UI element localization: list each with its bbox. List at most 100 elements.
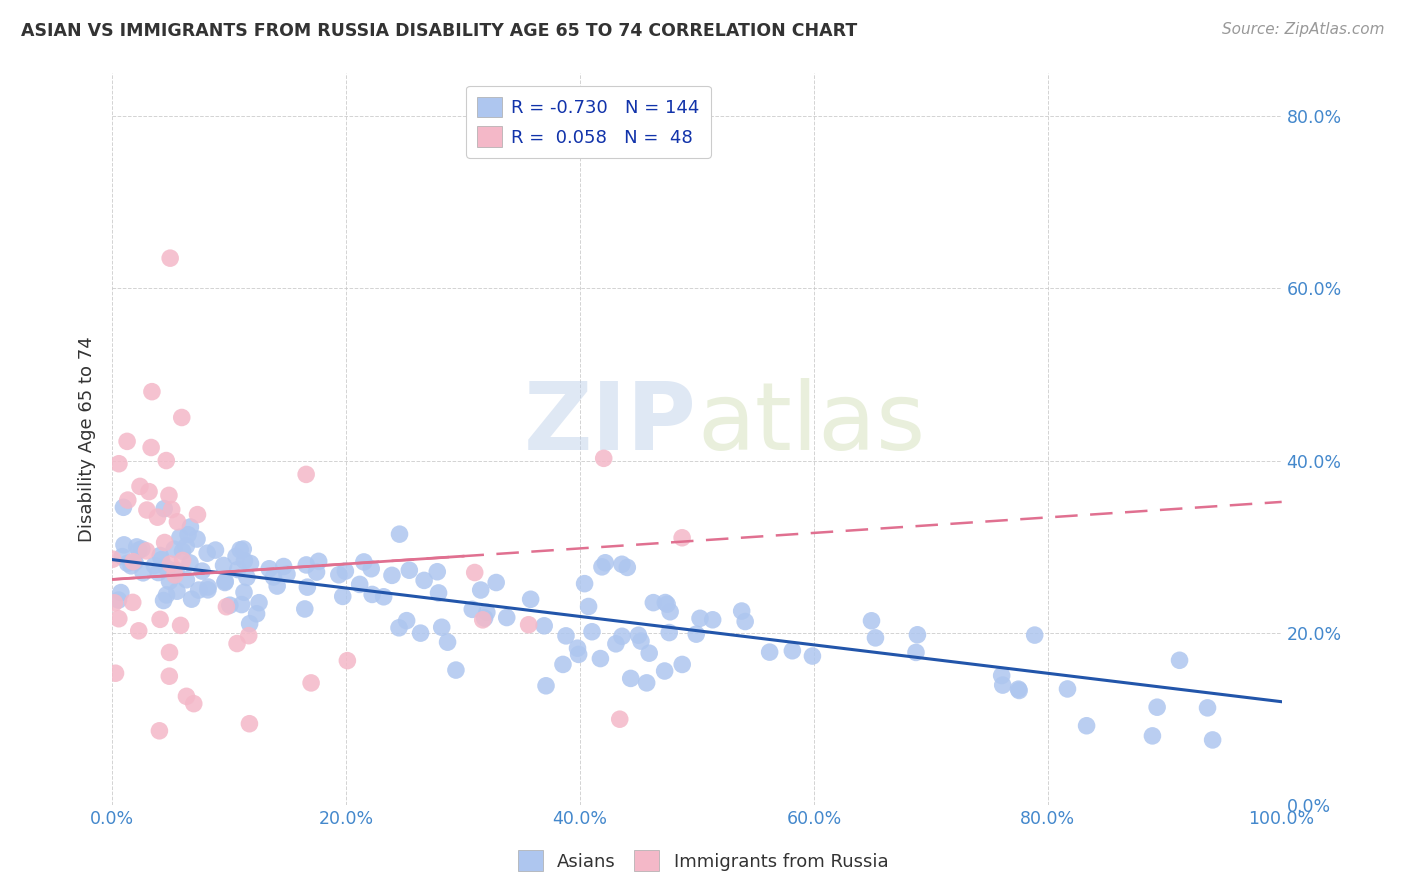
Point xyxy=(413,574,436,588)
Point xyxy=(131,541,153,556)
Point xyxy=(1201,733,1223,747)
Point xyxy=(266,579,288,593)
Point xyxy=(214,574,236,589)
Point xyxy=(654,664,676,678)
Point xyxy=(155,588,177,602)
Point xyxy=(427,586,450,600)
Point xyxy=(204,543,226,558)
Point xyxy=(146,510,169,524)
Point xyxy=(107,593,129,607)
Point xyxy=(551,657,574,672)
Point xyxy=(388,527,411,541)
Point xyxy=(238,629,260,643)
Point xyxy=(685,627,707,641)
Point xyxy=(860,614,883,628)
Point xyxy=(163,568,186,582)
Point xyxy=(157,488,180,502)
Point xyxy=(263,570,285,584)
Point xyxy=(159,557,181,571)
Point xyxy=(353,555,375,569)
Point xyxy=(474,611,496,625)
Point xyxy=(135,503,157,517)
Point xyxy=(160,502,183,516)
Point xyxy=(1024,628,1046,642)
Point xyxy=(654,596,676,610)
Point xyxy=(138,484,160,499)
Point xyxy=(475,605,498,619)
Point xyxy=(485,575,508,590)
Point xyxy=(643,596,665,610)
Point xyxy=(186,532,208,546)
Point xyxy=(430,620,453,634)
Point xyxy=(103,596,125,610)
Point xyxy=(630,634,652,648)
Point xyxy=(299,676,322,690)
Point xyxy=(159,645,181,659)
Point xyxy=(361,587,384,601)
Point xyxy=(388,621,411,635)
Point xyxy=(159,251,181,265)
Point xyxy=(141,384,163,399)
Point xyxy=(1076,719,1098,733)
Point xyxy=(801,648,824,663)
Point xyxy=(305,565,328,579)
Point xyxy=(335,564,357,578)
Point xyxy=(233,585,256,599)
Point xyxy=(176,573,198,587)
Point xyxy=(659,605,682,619)
Point xyxy=(163,542,186,557)
Point xyxy=(555,629,578,643)
Point xyxy=(179,556,201,570)
Point xyxy=(1007,682,1029,697)
Point xyxy=(591,559,613,574)
Point xyxy=(245,607,267,621)
Point xyxy=(610,629,633,643)
Point xyxy=(470,582,492,597)
Point xyxy=(519,592,541,607)
Point xyxy=(247,596,270,610)
Point xyxy=(150,552,173,566)
Point xyxy=(294,602,316,616)
Point xyxy=(124,555,146,569)
Point xyxy=(782,644,804,658)
Point xyxy=(627,628,650,642)
Point xyxy=(332,590,354,604)
Point xyxy=(865,631,887,645)
Point xyxy=(179,520,201,534)
Point xyxy=(568,648,591,662)
Point xyxy=(232,542,254,557)
Point xyxy=(112,538,135,552)
Point xyxy=(132,566,155,580)
Point xyxy=(149,549,172,563)
Point xyxy=(238,716,260,731)
Point xyxy=(461,602,484,616)
Point xyxy=(991,678,1014,692)
Point xyxy=(117,493,139,508)
Point xyxy=(110,585,132,599)
Point xyxy=(295,558,318,572)
Point xyxy=(336,654,359,668)
Point xyxy=(620,672,643,686)
Point xyxy=(108,612,131,626)
Point xyxy=(616,560,638,574)
Point xyxy=(186,508,208,522)
Point xyxy=(609,712,631,726)
Text: ASIAN VS IMMIGRANTS FROM RUSSIA DISABILITY AGE 65 TO 74 CORRELATION CHART: ASIAN VS IMMIGRANTS FROM RUSSIA DISABILI… xyxy=(21,22,858,40)
Point xyxy=(636,676,658,690)
Point xyxy=(125,540,148,554)
Point xyxy=(229,542,252,557)
Point xyxy=(111,549,134,564)
Point xyxy=(101,552,124,566)
Point xyxy=(233,554,256,568)
Point xyxy=(239,557,262,571)
Point xyxy=(373,590,395,604)
Point xyxy=(990,668,1012,682)
Point xyxy=(533,619,555,633)
Point xyxy=(148,566,170,580)
Point xyxy=(904,645,927,659)
Point xyxy=(1056,681,1078,696)
Point xyxy=(115,434,138,449)
Point xyxy=(574,576,596,591)
Point xyxy=(165,563,187,577)
Point xyxy=(578,599,600,614)
